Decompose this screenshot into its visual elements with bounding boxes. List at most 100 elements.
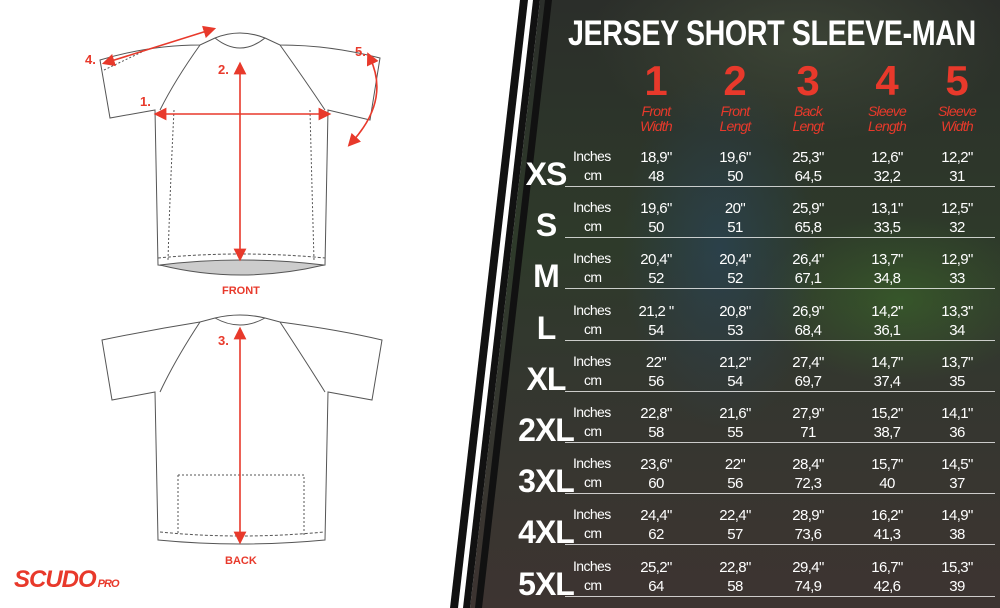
chart-title: JERSEY SHORT SLEEVE-MAN [568, 14, 976, 53]
marker-5: 5. [355, 44, 366, 59]
column-number: 4 [875, 57, 899, 104]
size-label: M [533, 258, 560, 295]
value-inches: 27,4" [792, 353, 824, 371]
size-row: XL Inches cm 22" 21,2" 27,4" 14,7" 13,7" 56 54 6… [0, 352, 1000, 406]
row-divider [565, 390, 995, 392]
column-label-line1: Sleeve [937, 103, 977, 119]
value-cm: 55 [727, 424, 743, 441]
unit-cm: cm [584, 525, 602, 542]
value-cm: 48 [648, 168, 664, 185]
unit-inches: Inches [573, 250, 611, 267]
size-row: 4XL Inches cm 24,4" 22,4" 28,9" 16,2" 14,9" 62… [0, 506, 1000, 559]
value-cm: 37 [949, 475, 965, 493]
value-inches: 26,4" [792, 251, 824, 269]
column-number: 2 [723, 57, 747, 104]
value-cm: 42,6 [873, 577, 901, 595]
size-label: XS [525, 156, 568, 192]
size-row: L Inches cm 21,2 " 20,8" 26,9" 14,2" 13,3" 54 5… [0, 301, 1000, 355]
value-inches: 16,7" [871, 558, 903, 576]
value-inches: 14,7" [871, 353, 903, 371]
value-cm: 71 [800, 424, 816, 441]
column-label-line1: Sleeve [867, 103, 907, 119]
value-inches: 21,2" [719, 353, 751, 371]
value-cm: 33 [949, 270, 965, 288]
value-inches: 20,4" [640, 251, 672, 269]
column-label: Back Lengt [768, 104, 848, 134]
value-cm: 51 [727, 219, 743, 237]
column-label-line2: Width [640, 118, 672, 134]
value-inches: 14,1" [941, 405, 973, 422]
size-row: M Inches cm 20,4" 20,4" 26,4" 13,7" 12,9" 52 52… [0, 250, 1000, 303]
column-number: 1 [644, 57, 668, 104]
column-number: 5 [945, 57, 969, 104]
value-cm: 57 [727, 526, 743, 544]
value-cm: 58 [648, 424, 664, 441]
value-cm: 52 [648, 270, 664, 288]
size-row: XS Inches cm 18,9" 19,6" 25,3" 12,6" 12,2" 48 5… [0, 148, 1000, 201]
value-inches: 19,6" [640, 200, 672, 218]
value-inches: 15,3" [941, 558, 973, 576]
column-label: Front Lengt [695, 104, 775, 134]
value-cm: 34 [949, 321, 965, 339]
value-inches: 25,3" [792, 149, 824, 166]
value-inches: 22,8" [719, 558, 751, 576]
unit-cm: cm [584, 269, 602, 286]
unit-inches: Inches [573, 404, 611, 420]
unit-inches: Inches [573, 199, 611, 216]
unit-cm: cm [584, 474, 602, 491]
value-cm: 72,3 [794, 475, 822, 493]
value-inches: 14,9" [941, 507, 973, 525]
value-inches: 29,4" [792, 558, 824, 576]
value-cm: 31 [949, 168, 965, 185]
row-divider [565, 544, 995, 546]
value-inches: 19,6" [719, 149, 751, 166]
value-cm: 56 [648, 372, 664, 390]
column-label-line2: Width [941, 118, 973, 134]
value-inches: 13,3" [941, 302, 973, 320]
unit-inches: Inches [573, 352, 611, 369]
column-label: Sleeve Length [847, 104, 927, 134]
value-inches: 15,7" [871, 456, 903, 474]
marker-3: 3. [218, 333, 229, 348]
value-cm: 56 [727, 475, 743, 493]
unit-inches: Inches [573, 301, 611, 318]
value-inches: 12,5" [941, 200, 973, 218]
value-inches: 12,2" [941, 149, 973, 166]
value-cm: 65,8 [794, 219, 822, 237]
unit-inches: Inches [573, 506, 611, 523]
value-cm: 32,2 [873, 168, 901, 185]
value-cm: 39 [949, 577, 965, 595]
value-inches: 12,6" [871, 149, 903, 166]
row-divider [565, 442, 995, 443]
value-cm: 33,5 [873, 219, 901, 237]
value-inches: 21,6" [719, 405, 751, 422]
value-inches: 13,7" [871, 251, 903, 269]
value-inches: 22" [645, 353, 667, 371]
value-cm: 64,5 [794, 168, 822, 185]
value-inches: 24,4" [640, 507, 672, 525]
value-inches: 20,4" [719, 251, 751, 269]
value-inches: 22,4" [719, 507, 751, 525]
value-cm: 62 [648, 526, 664, 544]
unit-inches: Inches [573, 455, 611, 472]
column-label-line1: Front [641, 103, 671, 119]
row-divider [565, 237, 995, 239]
value-cm: 74,9 [794, 577, 822, 595]
size-row: 3XL Inches cm 23,6" 22" 28,4" 15,7" 14,5" 60 56… [0, 455, 1000, 508]
value-inches: 13,7" [941, 353, 973, 371]
column-label-line2: Lengt [792, 118, 824, 134]
unit-cm: cm [584, 423, 602, 439]
value-inches: 22,8" [640, 405, 672, 422]
value-cm: 37,4 [873, 372, 901, 390]
marker-4: 4. [85, 52, 96, 67]
value-inches: 12,9" [941, 251, 973, 269]
unit-cm: cm [584, 167, 602, 183]
unit-cm: cm [584, 576, 602, 593]
column-label: Front Width [616, 104, 696, 134]
row-divider [565, 288, 995, 290]
value-inches: 28,4" [792, 456, 824, 474]
unit-cm: cm [584, 218, 602, 235]
jersey-diagrams [99, 25, 383, 545]
